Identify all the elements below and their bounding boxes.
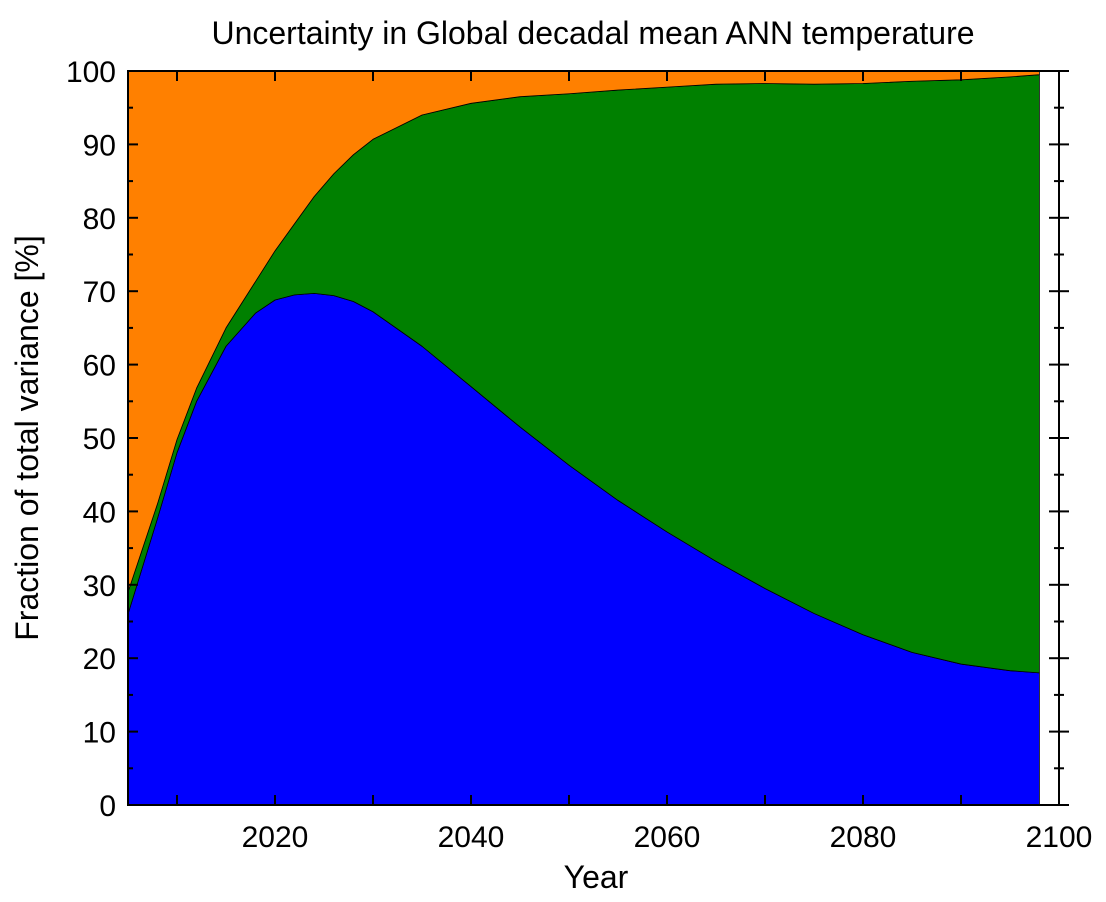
y-tick-label: 50 <box>83 423 116 456</box>
y-tick-label: 20 <box>83 643 116 676</box>
stacked-areas <box>127 70 1040 806</box>
y-tick-label: 90 <box>83 129 116 162</box>
y-tick-label: 70 <box>83 276 116 309</box>
y-tick-label: 30 <box>83 570 116 603</box>
y-tick-label: 10 <box>83 717 116 750</box>
x-axis-label: Year <box>564 859 629 895</box>
y-tick-label: 100 <box>66 56 116 89</box>
x-tick-label: 2040 <box>438 821 505 854</box>
x-tick-label: 2020 <box>242 821 309 854</box>
tick-labels: 2020 2040 2060 2080 2100 0 10 20 30 40 50 60 70 80 90 1… <box>66 56 1092 854</box>
x-tick-label: 2100 <box>1026 821 1093 854</box>
chart-title: Uncertainty in Global decadal mean ANN t… <box>211 15 974 51</box>
y-tick-label: 40 <box>83 496 116 529</box>
axis-ticks <box>128 70 1069 806</box>
y-tick-label: 0 <box>99 790 116 823</box>
x-tick-label: 2080 <box>830 821 897 854</box>
y-tick-label: 60 <box>83 350 116 383</box>
y-tick-label: 80 <box>83 203 116 236</box>
y-axis-label: Fraction of total variance [%] <box>9 235 45 641</box>
x-tick-label: 2060 <box>634 821 701 854</box>
